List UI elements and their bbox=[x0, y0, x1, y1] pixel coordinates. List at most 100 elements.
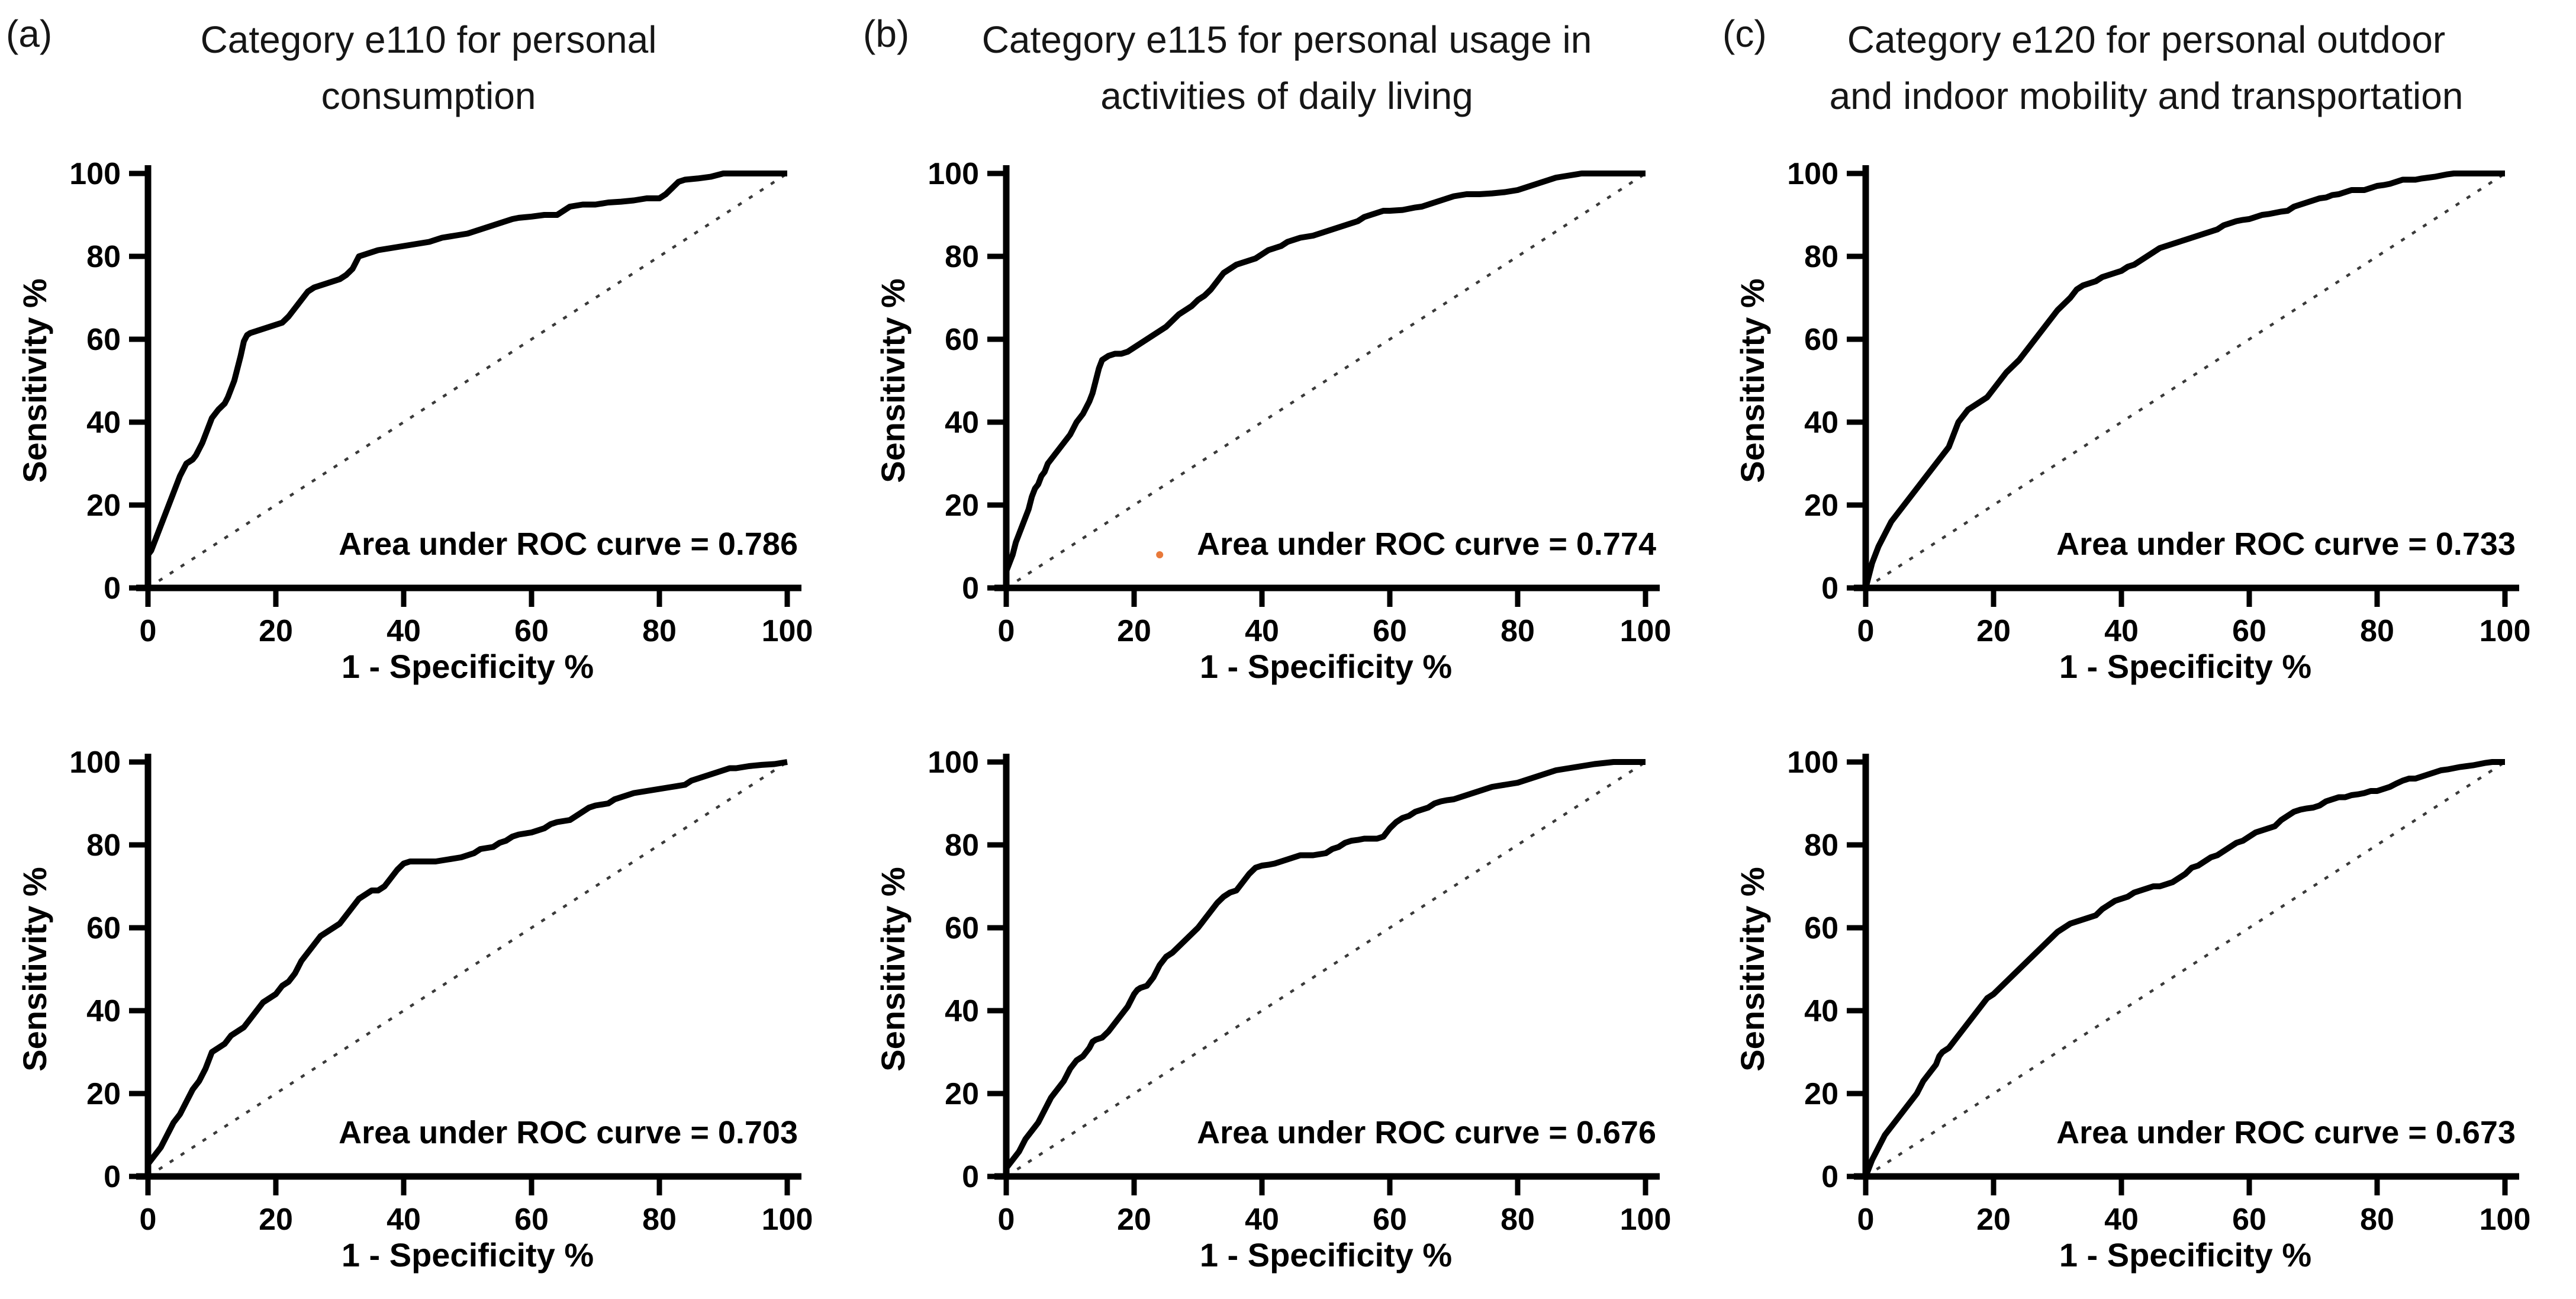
x-axis-label: 1 - Specificity % bbox=[1200, 648, 1452, 685]
y-tick-label: 20 bbox=[945, 488, 979, 523]
column-a: (a) Category e110 for personal consumpti… bbox=[0, 4, 857, 1274]
y-tick-label: 100 bbox=[1787, 745, 1838, 780]
chance-diagonal-line bbox=[1005, 172, 1647, 589]
panel-letter-c: (c) bbox=[1722, 12, 1767, 55]
roc-plot-a-top: 0 20 40 60 80 100 0 20 40 60 80 100 Sensitivity % 1 -… bbox=[16, 157, 813, 685]
x-axis-label: 1 - Specificity % bbox=[1200, 1236, 1452, 1274]
y-tick-label: 40 bbox=[945, 994, 979, 1028]
y-tick-label: 60 bbox=[86, 911, 121, 946]
roc-curve-line bbox=[1003, 759, 1646, 1176]
y-axis-label: Sensitivity % bbox=[16, 867, 53, 1071]
y-tick-label: 60 bbox=[1804, 911, 1838, 946]
y-tick-label: 0 bbox=[104, 1160, 121, 1194]
x-tick-label: 0 bbox=[998, 614, 1015, 648]
y-tick-label: 80 bbox=[86, 240, 121, 274]
y-tick-label: 40 bbox=[86, 994, 121, 1028]
x-tick-label: 0 bbox=[1857, 1202, 1875, 1237]
roc-plot-b-bottom: 0 20 40 60 80 100 0 20 40 60 80 100 Sensitivity % 1 -… bbox=[874, 745, 1671, 1274]
panel-title-a-line2: consumption bbox=[321, 75, 536, 117]
auc-annotation: Area under ROC curve = 0.676 bbox=[1197, 1115, 1656, 1150]
panel-title-b-line1: Category e115 for personal usage in bbox=[981, 18, 1592, 61]
panel-title-b: Category e115 for personal usage in acti… bbox=[857, 4, 1717, 124]
panel-title-c-line2: and indoor mobility and transportation bbox=[1829, 75, 2464, 117]
x-tick-label: 60 bbox=[514, 1202, 549, 1237]
y-axis-label: Sensitivity % bbox=[874, 278, 912, 483]
y-tick-label: 0 bbox=[962, 571, 979, 606]
chance-diagonal-line bbox=[1865, 761, 2506, 1178]
y-tick-label: 80 bbox=[1804, 828, 1838, 863]
y-tick-label: 0 bbox=[1821, 571, 1838, 606]
y-tick-label: 100 bbox=[1787, 157, 1838, 191]
panel-title-c: Category e120 for personal outdoor and i… bbox=[1717, 4, 2576, 124]
auc-annotation: Area under ROC curve = 0.774 bbox=[1197, 526, 1656, 562]
roc-curve-line bbox=[145, 171, 787, 588]
column-c: (c) Category e120 for personal outdoor a… bbox=[1717, 4, 2576, 1274]
panel-header-b: (b) Category e115 for personal usage in … bbox=[857, 4, 1717, 141]
x-tick-label: 20 bbox=[1976, 614, 2011, 648]
artifact-dot bbox=[1156, 551, 1164, 558]
y-tick-label: 20 bbox=[1804, 488, 1838, 523]
y-tick-label: 40 bbox=[1804, 994, 1838, 1028]
y-tick-label: 20 bbox=[1804, 1077, 1838, 1111]
roc-plot-b-top: 0 20 40 60 80 100 0 20 40 60 80 100 Sensitivity % 1 -… bbox=[874, 157, 1672, 685]
x-tick-label: 100 bbox=[2480, 1202, 2531, 1237]
roc-curve-line bbox=[145, 759, 788, 1176]
column-b: (b) Category e115 for personal usage in … bbox=[857, 4, 1717, 1274]
x-tick-label: 40 bbox=[387, 614, 421, 648]
auc-annotation: Area under ROC curve = 0.733 bbox=[2056, 526, 2516, 562]
y-tick-label: 20 bbox=[86, 488, 121, 523]
x-tick-label: 0 bbox=[140, 1202, 157, 1237]
y-tick-label: 0 bbox=[104, 571, 121, 606]
roc-plot-c-bottom: 0 20 40 60 80 100 0 20 40 60 80 100 Sensitivity % 1 -… bbox=[1734, 745, 2531, 1274]
chance-diagonal-line bbox=[1865, 172, 2506, 589]
panel-header-c: (c) Category e120 for personal outdoor a… bbox=[1717, 4, 2576, 141]
roc-curve-line bbox=[1003, 171, 1646, 588]
panel-letter-a: (a) bbox=[6, 12, 53, 55]
y-tick-label: 100 bbox=[928, 157, 979, 191]
roc-curve-line bbox=[1863, 171, 2505, 589]
x-tick-label: 100 bbox=[1620, 614, 1672, 648]
y-tick-label: 80 bbox=[86, 828, 121, 863]
x-tick-label: 100 bbox=[762, 614, 813, 648]
y-tick-label: 80 bbox=[945, 828, 979, 863]
roc-plot-a-bottom: 0 20 40 60 80 100 0 20 40 60 80 100 Sensitivity % 1 -… bbox=[16, 745, 813, 1274]
chance-diagonal-line bbox=[147, 172, 788, 589]
y-tick-label: 20 bbox=[945, 1077, 979, 1111]
y-axis-label: Sensitivity % bbox=[874, 867, 912, 1071]
y-tick-label: 20 bbox=[86, 1077, 121, 1111]
y-tick-label: 80 bbox=[1804, 240, 1838, 274]
y-tick-label: 40 bbox=[1804, 406, 1838, 440]
x-tick-label: 60 bbox=[2232, 1202, 2266, 1237]
auc-annotation: Area under ROC curve = 0.673 bbox=[2056, 1115, 2516, 1150]
panel-title-a: Category e110 for personal consumption bbox=[0, 4, 857, 124]
x-tick-label: 60 bbox=[514, 614, 549, 648]
y-tick-label: 40 bbox=[945, 406, 979, 440]
y-axis-label: Sensitivity % bbox=[16, 278, 53, 483]
panel-title-b-line2: activities of daily living bbox=[1100, 75, 1473, 117]
y-tick-label: 60 bbox=[945, 323, 979, 357]
y-tick-label: 60 bbox=[945, 911, 979, 946]
x-tick-label: 40 bbox=[1245, 614, 1279, 648]
roc-curve-line bbox=[1863, 759, 2505, 1178]
x-tick-label: 20 bbox=[259, 1202, 293, 1237]
x-tick-label: 60 bbox=[1373, 614, 1407, 648]
x-tick-label: 60 bbox=[2232, 614, 2266, 648]
x-axis-label: 1 - Specificity % bbox=[2059, 1236, 2311, 1274]
x-axis-label: 1 - Specificity % bbox=[342, 648, 594, 685]
x-tick-label: 0 bbox=[998, 1202, 1015, 1237]
x-tick-label: 80 bbox=[642, 614, 677, 648]
x-tick-label: 20 bbox=[1117, 1202, 1151, 1237]
x-tick-label: 100 bbox=[762, 1202, 813, 1237]
y-tick-label: 0 bbox=[962, 1160, 979, 1194]
panel-letter-b: (b) bbox=[863, 12, 910, 55]
y-tick-label: 80 bbox=[945, 240, 979, 274]
x-tick-label: 40 bbox=[2104, 614, 2139, 648]
y-tick-label: 100 bbox=[69, 745, 121, 780]
x-axis-label: 1 - Specificity % bbox=[2059, 648, 2311, 685]
y-tick-label: 100 bbox=[928, 745, 979, 780]
auc-annotation: Area under ROC curve = 0.703 bbox=[339, 1115, 798, 1150]
panel-title-c-line1: Category e120 for personal outdoor bbox=[1847, 18, 2446, 61]
x-tick-label: 80 bbox=[2360, 1202, 2394, 1237]
y-tick-label: 40 bbox=[86, 406, 121, 440]
